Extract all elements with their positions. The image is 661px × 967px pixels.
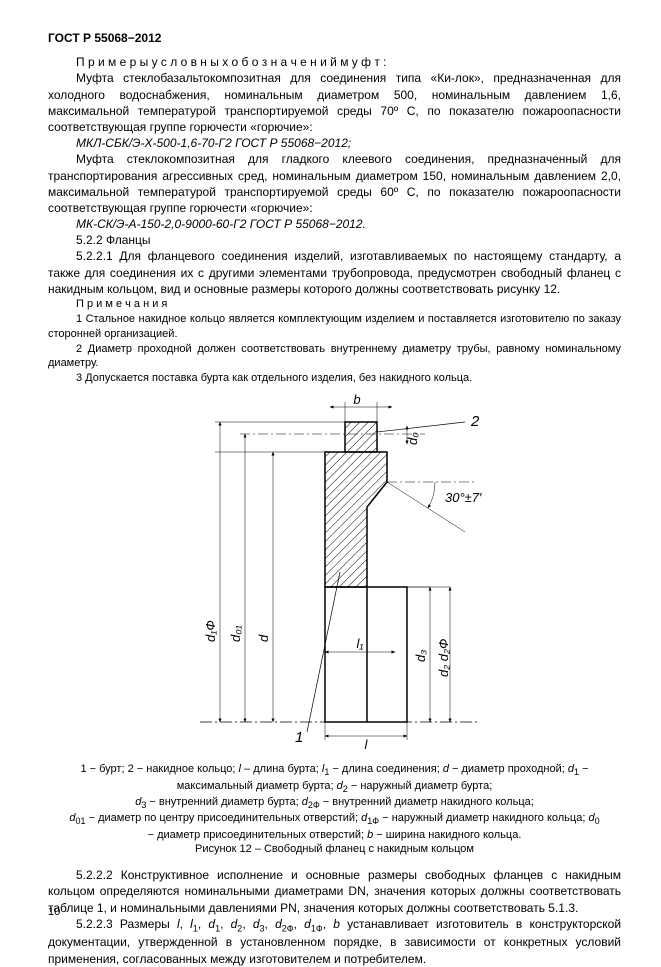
dim-d0: d₀ [405,432,420,445]
figure-12: 30°±7′ b d₀ 2 1 d₁Ф [48,392,621,756]
para-muf1: Муфта стеклобазальтокомпозитная для соед… [48,70,621,135]
note-3: 3 Допускается поставка бурта как отдельн… [48,371,621,386]
section-522: 5.2.2 Фланцы [48,232,621,248]
marker-1: 1 [295,729,303,746]
angle-label: 30°±7′ [445,490,482,505]
standard-header: ГОСТ Р 55068−2012 [48,30,621,46]
dim-d3: d₃ [413,650,428,662]
page-number: 10 [48,905,60,920]
para-muf2: Муфта стеклокомпозитная для гладкого кле… [48,151,621,216]
note-2: 2 Диаметр проходной должен соответствова… [48,342,621,372]
figure-caption: Рисунок 12 – Свободный фланец с накидным… [195,843,474,855]
dim-b: b [353,392,360,407]
dim-d1f: d₁Ф [203,620,218,642]
notes-heading: П р и м е ч а н и я [48,297,621,312]
dim-d01: d₀₁ [228,625,243,642]
dim-l1: l₁ [356,636,363,651]
section-5223: 5.2.2.3 Размеры l, l1, d1, d2, d3, d2Ф, … [48,916,621,967]
legend-line3: d01 − диаметр по центру присоединительны… [69,812,599,840]
code-2: МК-СК/Э-А-150-2,0-9000-60-Г2 ГОСТ Р 5506… [48,216,621,232]
dim-d: d [256,634,271,642]
flange-diagram: 30°±7′ b d₀ 2 1 d₁Ф [135,392,535,752]
legend-line2: d3 − внутренний диаметр бурта; d2Ф − вну… [135,796,534,808]
code-1: МКЛ-СБК/Э-Х-500-1,6-70-Г2 ГОСТ Р 55068−2… [48,135,621,151]
section-5222: 5.2.2.2 Конструктивное исполнение и осно… [48,867,621,916]
marker-2: 2 [470,413,480,430]
dim-d2d2f: d₂ d₂Ф [436,639,451,677]
legend-line1: 1 − бурт; 2 − накидное кольцо; l – длина… [80,763,588,791]
note-1: 1 Стальное накидное кольцо является комп… [48,312,621,342]
examples-heading: П р и м е р ы у с л о в н ы х о б о з н … [48,54,621,70]
section-5221: 5.2.2.1 Для фланцевого соединения издели… [48,248,621,297]
figure-legend: 1 − бурт; 2 − накидное кольцо; l – длина… [48,762,621,857]
dim-l: l [364,737,368,752]
